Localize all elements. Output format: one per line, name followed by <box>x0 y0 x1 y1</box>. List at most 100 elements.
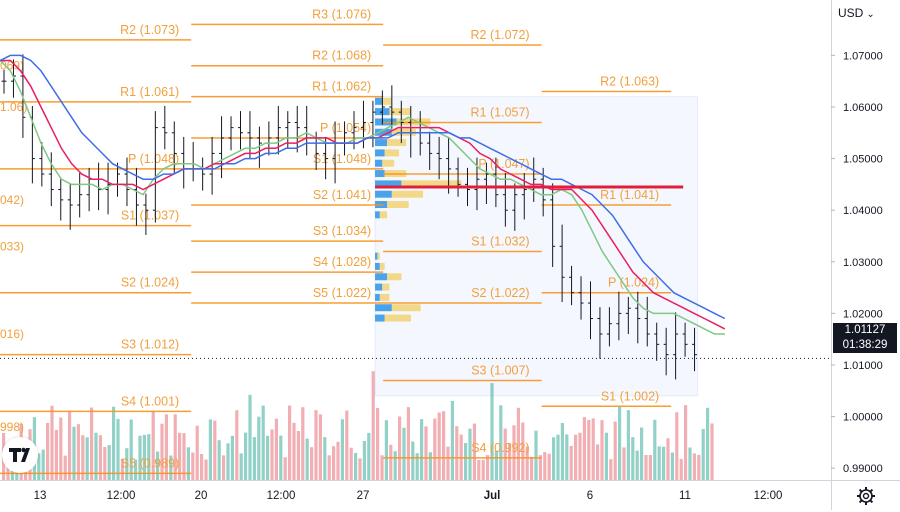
pivot-label: S1 (1.048) <box>313 152 371 166</box>
volume-bar <box>305 438 309 480</box>
volume-bar <box>318 414 322 480</box>
volume-bar <box>345 410 349 480</box>
pivot-label: S1 (1.002) <box>601 389 659 403</box>
pivot-label: S2 (1.022) <box>471 286 529 300</box>
pivot-edge-label: 033) <box>0 239 24 253</box>
volume-bar <box>90 407 94 480</box>
volume-bar <box>521 422 525 480</box>
volume-bar <box>266 435 270 480</box>
price-axis: 1.07000 1.06000 1.05000 1.04000 1.03000 1.020… <box>831 50 883 475</box>
volume-bar <box>147 434 151 480</box>
volume-profile-sell-bar <box>377 252 380 260</box>
pivot-levels: R2 (1.073) R1 (1.061) P (1.048) S1 (1.037) S… <box>0 7 672 475</box>
volume-bar <box>169 455 173 480</box>
volume-bar <box>530 456 534 480</box>
volume-bar <box>68 411 72 480</box>
volume-bar <box>164 414 168 480</box>
volume-bar <box>296 431 300 480</box>
volume-profile-buy-bar <box>375 252 378 260</box>
volume-bar <box>301 407 305 480</box>
volume-bar <box>380 455 384 480</box>
volume-profile-buy-bar <box>375 304 392 312</box>
volume-bar <box>398 416 402 480</box>
gear-icon <box>857 487 875 505</box>
pivot-edge-label: 998) <box>0 420 24 434</box>
volume-bar <box>191 452 195 480</box>
volume-bar <box>670 452 674 480</box>
volume-bar <box>675 412 679 480</box>
volume-bar <box>481 459 485 480</box>
time-axis-label: 6 <box>587 490 593 502</box>
volume-bar <box>393 451 397 480</box>
volume-bar <box>72 426 76 480</box>
volume-bar <box>46 423 50 480</box>
time-axis-label: 13 <box>34 490 47 502</box>
volume-bar <box>151 410 155 480</box>
volume-profile-sell-bar <box>391 304 421 312</box>
time-axis-label: 11 <box>679 490 691 502</box>
price-axis-label: 1.00000 <box>843 412 883 424</box>
volume-profile-sell-bar <box>379 262 385 270</box>
volume-bar <box>85 437 89 480</box>
volume-profile-sell-bar <box>391 190 424 198</box>
pivot-label: P (1.048) <box>128 152 179 166</box>
volume-bar <box>103 447 107 480</box>
time-axis-label: 27 <box>357 490 370 502</box>
pivot-label: R2 (1.063) <box>600 75 659 89</box>
volume-bar <box>349 447 353 480</box>
time-axis: 13 12:00 20 12:00 27 Jul 6 11 12:00 <box>34 490 783 502</box>
time-axis-label: 12:00 <box>107 490 136 502</box>
volume-bar <box>354 453 358 480</box>
volume-bar <box>371 371 375 480</box>
price-axis-label: 1.04000 <box>843 205 883 217</box>
volume-bar <box>534 430 538 480</box>
volume-bar <box>230 435 234 480</box>
volume-bar <box>54 429 58 480</box>
volume-bar <box>446 446 450 480</box>
tradingview-logo[interactable] <box>2 437 38 473</box>
pivot-label: R2 (1.068) <box>312 49 371 63</box>
pivot-label: S1 (1.037) <box>121 209 179 223</box>
currency-selector[interactable]: USD ⌄ <box>838 4 896 22</box>
pivot-label: S4 (0.992) <box>471 441 529 455</box>
volume-profile-sell-bar <box>384 149 400 157</box>
pivot-edge-label: 016) <box>0 327 24 341</box>
volume-bar <box>376 408 380 480</box>
volume-bar <box>560 423 564 480</box>
volume-bar <box>631 437 635 480</box>
last-price-value: 1.01127 <box>844 324 886 336</box>
volume-bar <box>512 425 516 480</box>
volume-bar <box>662 446 666 480</box>
volume-profile-buy-bar <box>375 262 380 270</box>
volume-bar <box>310 447 314 480</box>
volume-bar <box>442 411 446 480</box>
volume-bar <box>182 433 186 480</box>
pivot-label: S4 (1.001) <box>121 394 179 408</box>
volume-bar <box>340 419 344 480</box>
settings-button[interactable] <box>855 485 877 507</box>
bar-countdown: 01:38:29 <box>842 339 888 351</box>
volume-bar <box>556 434 560 480</box>
last-price-badge: 1.01127 01:38:29 <box>833 323 897 353</box>
volume-bar <box>569 445 573 480</box>
volume-bar <box>367 432 371 480</box>
volume-bar <box>283 457 287 480</box>
volume-profile-sell-bar <box>401 180 462 188</box>
volume-bar <box>173 414 177 480</box>
pivot-label: P (1.024) <box>608 276 659 290</box>
volume-profile-buy-bar <box>375 190 392 198</box>
pivot-label: R3 (1.076) <box>312 7 371 21</box>
time-axis-label: Jul <box>484 490 501 502</box>
pivot-label: R1 (1.061) <box>120 85 179 99</box>
time-axis-label: 12:00 <box>754 490 783 502</box>
volume-bar <box>472 423 476 480</box>
volume-bar <box>314 410 318 480</box>
volume-bar <box>270 429 274 480</box>
volume-profile-buy-bar <box>375 273 388 281</box>
volume-bar <box>94 432 98 480</box>
volume-bar <box>591 418 595 480</box>
volume-profile-area <box>374 96 699 397</box>
